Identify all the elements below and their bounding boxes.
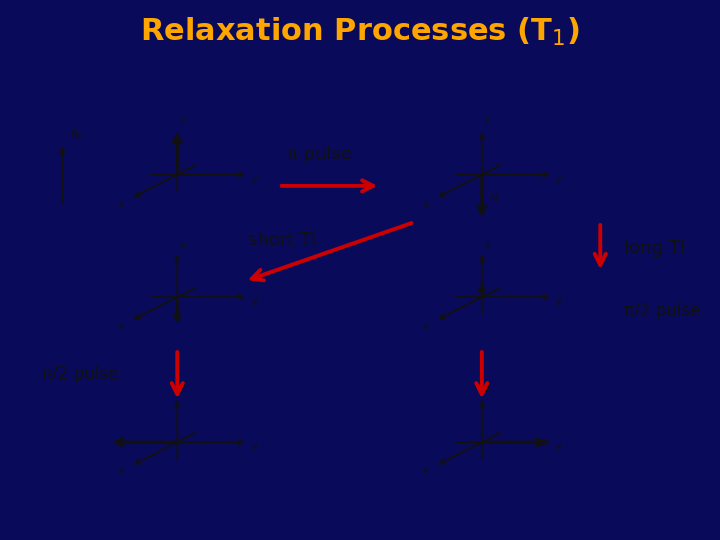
Text: Relaxation Processes (T$_1$): Relaxation Processes (T$_1$) (140, 16, 580, 49)
Text: z: z (180, 239, 186, 249)
Text: z: z (485, 116, 490, 126)
Text: x: x (118, 467, 124, 476)
Text: z: z (485, 239, 490, 249)
Text: x: x (423, 467, 428, 476)
Text: short TI: short TI (248, 231, 316, 249)
Text: z: z (180, 116, 186, 126)
Text: x: x (118, 321, 124, 331)
Text: $B_0$: $B_0$ (71, 128, 83, 142)
Text: z: z (180, 384, 186, 394)
Text: z: z (485, 384, 490, 394)
Text: x: x (423, 321, 428, 331)
Text: long TI: long TI (624, 239, 685, 257)
Text: y: y (251, 441, 257, 451)
Text: x: x (423, 199, 428, 208)
Text: y: y (556, 173, 562, 183)
Text: y: y (556, 295, 562, 306)
Text: y: y (251, 295, 257, 306)
Text: π/2 pulse: π/2 pulse (624, 302, 701, 320)
Text: y: y (556, 441, 562, 451)
Text: M: M (490, 194, 498, 204)
Text: π pulse: π pulse (287, 145, 352, 163)
Text: y: y (251, 173, 257, 183)
Text: x: x (118, 199, 124, 208)
Text: π/2 pulse: π/2 pulse (42, 365, 118, 383)
